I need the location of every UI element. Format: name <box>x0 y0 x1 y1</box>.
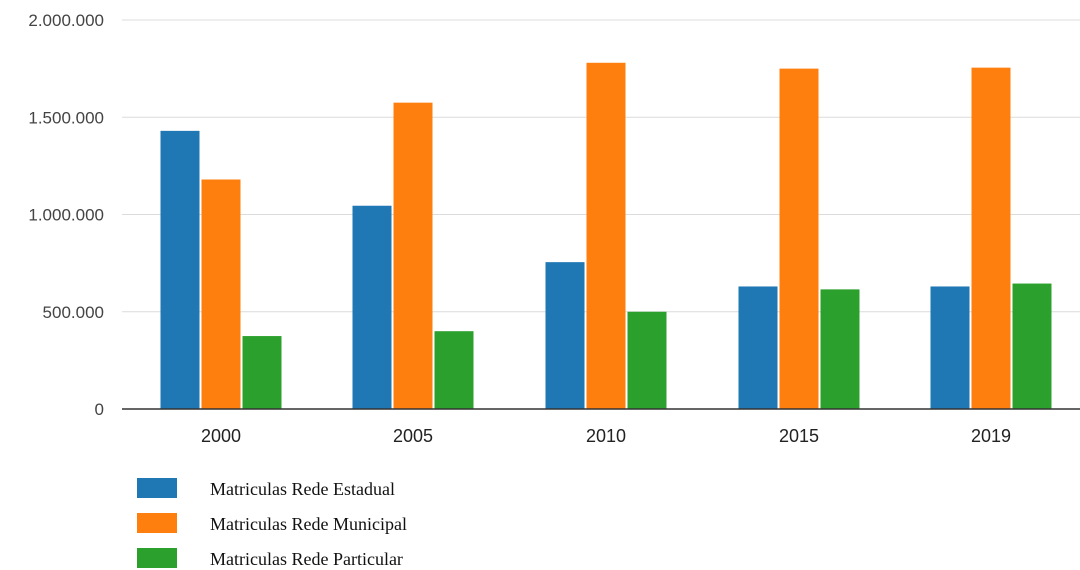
bar-2019-series-1 <box>930 286 970 409</box>
bar-2010-series-2 <box>586 62 626 409</box>
bar-2000-series-2 <box>201 179 241 409</box>
bar-2000-series-1 <box>160 130 200 410</box>
bars <box>160 62 1052 410</box>
y-tick-label: 0 <box>95 400 104 419</box>
legend: Matriculas Rede Estadual Matriculas Rede … <box>137 478 407 569</box>
bar-2015-series-1 <box>738 286 778 409</box>
bar-2019-series-3 <box>1012 283 1052 409</box>
bar-2015-series-2 <box>779 68 819 409</box>
bar-2000-series-3 <box>242 336 282 409</box>
bar-2015-series-3 <box>820 289 860 409</box>
x-tick-label: 2005 <box>393 426 433 446</box>
bar-2019-series-2 <box>971 67 1011 409</box>
legend-swatch-series-1 <box>137 478 177 498</box>
y-tick-label: 500.000 <box>43 303 104 322</box>
bar-2005-series-1 <box>352 205 392 409</box>
legend-swatch-series-3 <box>137 548 177 568</box>
legend-label-series-3: Matriculas Rede Particular <box>210 549 403 569</box>
legend-label-series-2: Matriculas Rede Municipal <box>210 514 407 534</box>
y-axis-ticks: 0 500.000 1.000.000 1.500.000 2.000.000 <box>28 11 104 419</box>
bar-2010-series-3 <box>627 311 667 409</box>
x-tick-label: 2019 <box>971 426 1011 446</box>
bar-2010-series-1 <box>545 262 585 409</box>
x-tick-label: 2010 <box>586 426 626 446</box>
x-axis-ticks: 2000 2005 2010 2015 2019 <box>201 426 1011 446</box>
y-tick-label: 1.500.000 <box>28 108 104 127</box>
bar-2005-series-3 <box>434 331 474 409</box>
y-tick-label: 2.000.000 <box>28 11 104 30</box>
y-tick-label: 1.000.000 <box>28 206 104 225</box>
x-tick-label: 2015 <box>779 426 819 446</box>
x-tick-label: 2000 <box>201 426 241 446</box>
legend-swatch-series-2 <box>137 513 177 533</box>
bar-2005-series-2 <box>393 102 433 409</box>
legend-label-series-1: Matriculas Rede Estadual <box>210 479 395 499</box>
